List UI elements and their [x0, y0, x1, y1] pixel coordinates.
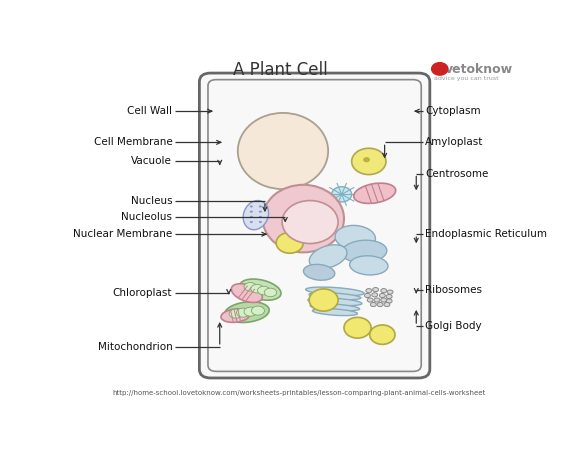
Ellipse shape — [372, 293, 378, 297]
Ellipse shape — [352, 148, 386, 175]
Text: Endoplasmic Reticulum: Endoplasmic Reticulum — [426, 229, 547, 239]
Text: Centrosome: Centrosome — [426, 169, 489, 179]
Text: A Plant Cell: A Plant Cell — [233, 61, 328, 79]
Ellipse shape — [251, 284, 264, 293]
Circle shape — [431, 63, 448, 75]
Text: Nuclear Membrane: Nuclear Membrane — [73, 229, 173, 239]
Ellipse shape — [364, 293, 370, 297]
Ellipse shape — [243, 201, 269, 230]
Ellipse shape — [373, 288, 378, 292]
Ellipse shape — [250, 211, 253, 213]
Ellipse shape — [259, 216, 262, 218]
Ellipse shape — [312, 309, 357, 315]
Ellipse shape — [387, 290, 393, 294]
Text: Ribosomes: Ribosomes — [426, 284, 482, 295]
Ellipse shape — [251, 306, 265, 315]
Ellipse shape — [386, 294, 392, 299]
Text: Nucleus: Nucleus — [131, 196, 173, 206]
Text: http://home-school.lovetoknow.com/worksheets-printables/lesson-comparing-plant-a: http://home-school.lovetoknow.com/worksh… — [112, 390, 486, 396]
Ellipse shape — [344, 317, 371, 338]
Text: Cytoplasm: Cytoplasm — [426, 106, 481, 116]
Ellipse shape — [350, 256, 388, 275]
Ellipse shape — [366, 288, 372, 293]
Ellipse shape — [380, 293, 385, 297]
Ellipse shape — [250, 216, 253, 218]
Ellipse shape — [259, 221, 262, 223]
Ellipse shape — [370, 302, 376, 306]
Ellipse shape — [381, 298, 387, 302]
Ellipse shape — [237, 308, 250, 317]
Ellipse shape — [238, 113, 328, 189]
Ellipse shape — [310, 304, 360, 311]
Ellipse shape — [244, 307, 257, 316]
Ellipse shape — [386, 299, 392, 303]
Ellipse shape — [332, 187, 352, 202]
Text: o: o — [437, 64, 443, 73]
Text: Chloroplast: Chloroplast — [113, 288, 173, 298]
Ellipse shape — [303, 264, 335, 280]
Ellipse shape — [276, 233, 303, 253]
Ellipse shape — [367, 298, 373, 302]
Ellipse shape — [259, 211, 262, 213]
Text: Nucleolus: Nucleolus — [121, 212, 173, 222]
Ellipse shape — [240, 279, 281, 300]
Text: advice you can trust: advice you can trust — [434, 76, 499, 81]
Ellipse shape — [335, 225, 375, 250]
Ellipse shape — [309, 292, 361, 300]
Ellipse shape — [305, 287, 364, 296]
Ellipse shape — [221, 309, 250, 322]
Ellipse shape — [259, 205, 262, 207]
Text: l: l — [434, 63, 438, 76]
Ellipse shape — [244, 283, 257, 291]
Text: Cell Wall: Cell Wall — [127, 106, 173, 116]
FancyBboxPatch shape — [199, 73, 430, 378]
Ellipse shape — [250, 205, 253, 207]
Text: Mitochondrion: Mitochondrion — [97, 342, 173, 352]
Ellipse shape — [258, 286, 270, 295]
Text: Golgi Body: Golgi Body — [426, 321, 482, 331]
Ellipse shape — [354, 183, 396, 203]
Ellipse shape — [229, 309, 243, 318]
Text: Cell Membrane: Cell Membrane — [93, 137, 173, 147]
Ellipse shape — [377, 302, 383, 306]
Ellipse shape — [342, 240, 387, 263]
Ellipse shape — [224, 302, 269, 323]
Ellipse shape — [262, 185, 344, 252]
Ellipse shape — [370, 325, 395, 344]
Ellipse shape — [309, 289, 338, 311]
Ellipse shape — [264, 288, 277, 297]
Ellipse shape — [381, 288, 387, 293]
Ellipse shape — [310, 245, 347, 269]
Ellipse shape — [282, 201, 338, 243]
Ellipse shape — [308, 298, 362, 306]
Text: vetoknow: vetoknow — [445, 63, 513, 76]
Ellipse shape — [374, 298, 380, 302]
Ellipse shape — [384, 302, 390, 306]
Text: Amyloplast: Amyloplast — [426, 137, 484, 147]
Ellipse shape — [231, 284, 262, 302]
Ellipse shape — [363, 157, 370, 162]
Text: Vacuole: Vacuole — [131, 157, 173, 166]
Ellipse shape — [250, 221, 253, 223]
